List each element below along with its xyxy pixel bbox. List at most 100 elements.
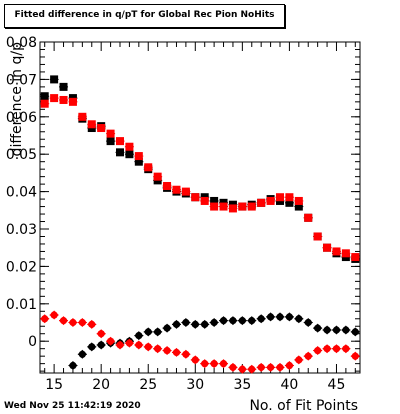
axes: 15 20 25 30 35 40 45 0 0.01 0.02 0.03 0.04 0.05 0.06 0… [6, 35, 360, 393]
data-point [163, 181, 172, 190]
data-point-core [191, 356, 199, 364]
data-point-core [135, 331, 143, 340]
data-point-core [41, 315, 49, 323]
x-tick-label: 20 [92, 377, 110, 393]
plot-border [39, 41, 361, 374]
data-point-core [342, 345, 350, 353]
data-point-core [295, 315, 303, 323]
data-point-core [125, 339, 134, 347]
data-point-core [88, 343, 96, 351]
chart-title: Fitted difference in q/pT for Global Rec… [14, 10, 275, 20]
data-point-core [285, 361, 294, 370]
data-point [134, 152, 143, 161]
data-point [134, 157, 143, 166]
y-tick-label: 0.08 [6, 35, 37, 51]
data-point-core [106, 337, 115, 345]
data-point [97, 124, 106, 133]
x-tick-label: 15 [45, 377, 63, 393]
data-point-core [351, 328, 359, 336]
data-point-core [78, 318, 86, 327]
y-tick-label: 0.04 [6, 185, 37, 201]
data-point-core [266, 313, 275, 321]
data-point [153, 172, 162, 181]
data-point-core [276, 363, 284, 371]
data-point-core [332, 326, 341, 334]
data-point [125, 150, 134, 159]
data-point-core [295, 356, 303, 364]
data-point-core [304, 352, 312, 360]
data-point-core [257, 363, 265, 371]
data-point-core [182, 350, 190, 358]
data-point [116, 148, 124, 157]
data-point [351, 253, 360, 262]
data-point [257, 198, 266, 207]
timestamp: Wed Nov 25 11:42:19 2020 [4, 401, 141, 411]
data-point-core [238, 317, 246, 325]
data-point [181, 187, 190, 196]
data-point-core [144, 343, 152, 351]
data-point-core [248, 365, 256, 373]
data-point-core [172, 320, 181, 328]
data-point [228, 204, 237, 213]
data-point [238, 202, 247, 211]
data-point-core [182, 318, 190, 327]
data-marks [40, 75, 360, 374]
data-point-core [210, 360, 218, 368]
data-point [116, 137, 124, 146]
data-point-core [154, 328, 162, 336]
data-point-core [201, 360, 209, 368]
data-point-core [201, 320, 209, 328]
data-point-core [163, 346, 171, 355]
data-point-core [116, 341, 124, 349]
y-tick-label: 0.01 [6, 297, 37, 313]
data-point-core [314, 324, 322, 332]
data-point-core [78, 350, 86, 358]
data-point [276, 193, 284, 202]
data-point-core [154, 345, 162, 353]
data-point [304, 213, 313, 222]
data-point-core [59, 317, 68, 325]
data-point-core [266, 363, 275, 371]
data-point-core [69, 318, 77, 327]
data-point-core [248, 317, 256, 325]
data-point-core [135, 341, 143, 349]
data-point-core [351, 352, 359, 360]
data-point-core [191, 320, 199, 328]
data-point-core [285, 313, 294, 321]
data-point [68, 97, 77, 106]
data-point-core [210, 318, 218, 327]
y-axis-label: difference in q/p [9, 42, 25, 157]
data-point-core [144, 328, 152, 336]
data-point-core [97, 330, 105, 338]
data-point-core [229, 363, 237, 371]
data-point [266, 196, 275, 205]
data-point-core [229, 317, 237, 325]
y-tick-label: 0.02 [6, 259, 37, 275]
y-tick-label: 0.07 [6, 72, 37, 88]
data-point-core [314, 346, 322, 355]
data-point-core [172, 348, 181, 357]
data-point [40, 99, 49, 108]
data-point-core [257, 315, 265, 323]
x-tick-label: 45 [328, 377, 346, 393]
data-point-core [163, 324, 171, 332]
data-point [285, 193, 294, 202]
data-point-core [304, 318, 312, 327]
data-point [323, 243, 332, 252]
data-point-core [238, 365, 246, 373]
data-point [59, 82, 68, 91]
plot-frame [39, 41, 361, 374]
data-point [106, 137, 115, 146]
data-point-core [276, 313, 284, 321]
data-point [50, 75, 59, 84]
data-point [219, 202, 228, 211]
data-point-core [219, 360, 228, 368]
data-point [144, 163, 153, 172]
title-box: Fitted difference in q/pT for Global Rec… [4, 4, 285, 28]
data-point [78, 112, 87, 121]
x-tick-label: 35 [233, 377, 251, 393]
data-point [285, 198, 294, 207]
data-point [87, 120, 96, 129]
data-point [59, 95, 68, 104]
